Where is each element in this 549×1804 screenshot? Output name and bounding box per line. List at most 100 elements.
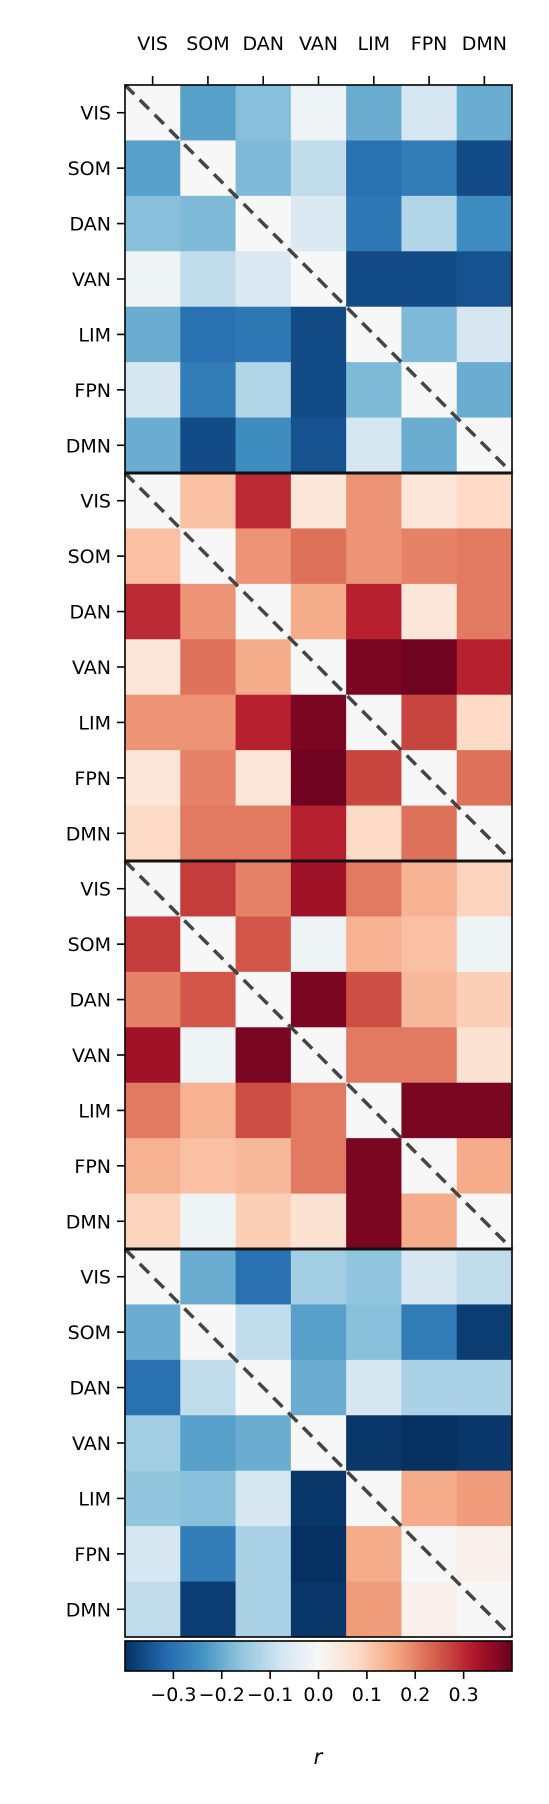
heatmap-cell bbox=[456, 1470, 513, 1527]
heatmap-cell bbox=[235, 861, 292, 917]
heatmap-cell bbox=[346, 1138, 402, 1195]
y-tick-label-fpn: FPN bbox=[74, 768, 111, 790]
heatmap-cell bbox=[401, 306, 458, 363]
y-tick-label-fpn: FPN bbox=[74, 380, 111, 402]
top-axis: VIS SOM DAN VAN LIM FPN DMN bbox=[137, 33, 507, 85]
heatmap-cell bbox=[290, 1526, 347, 1583]
heatmap-cell bbox=[346, 1027, 402, 1084]
y-tick-label-som: SOM bbox=[68, 934, 111, 956]
heatmap-cell bbox=[346, 195, 402, 252]
heatmap-cell bbox=[125, 1138, 181, 1195]
heatmap-cell bbox=[235, 750, 292, 807]
heatmap-cell bbox=[401, 971, 458, 1028]
heatmap-cell bbox=[180, 1359, 237, 1416]
heatmap-cell bbox=[401, 1359, 458, 1416]
heatmap-cell bbox=[125, 1304, 181, 1361]
heatmap-cell bbox=[401, 85, 458, 141]
heatmap-cell bbox=[346, 362, 402, 419]
heatmap-cell bbox=[290, 195, 347, 252]
heatmap-cell bbox=[180, 251, 237, 308]
y-tick-label-vis: VIS bbox=[80, 879, 111, 901]
heatmap-cell bbox=[456, 639, 513, 696]
heatmap-cell bbox=[346, 473, 402, 529]
heatmap-cell bbox=[346, 1193, 402, 1250]
heatmap-cell bbox=[125, 805, 181, 862]
heatmap-cell bbox=[125, 1082, 181, 1139]
colorbar: −0.3 −0.2 −0.1 0.0 0.1 0.2 0.3 bbox=[124, 1640, 513, 1706]
heatmap-cell bbox=[346, 1304, 402, 1361]
heatmap-cell bbox=[401, 417, 458, 474]
heatmap-cell bbox=[235, 1082, 292, 1139]
heatmap-cell bbox=[456, 971, 513, 1028]
heatmap-cell bbox=[125, 971, 181, 1028]
y-tick-label-vis: VIS bbox=[80, 103, 111, 125]
y-tick-label-lim: LIM bbox=[78, 1488, 111, 1510]
colorbar-tick-label: −0.3 bbox=[150, 1684, 196, 1706]
x-tick-label-som: SOM bbox=[186, 33, 229, 55]
heatmap-cell bbox=[290, 1359, 347, 1416]
heatmap-cell bbox=[456, 306, 513, 363]
heatmap-cell bbox=[401, 694, 458, 751]
heatmap-cell bbox=[180, 1138, 237, 1195]
heatmap-cell bbox=[125, 251, 181, 308]
x-tick-label-vis: VIS bbox=[137, 33, 168, 55]
heatmap-cell bbox=[235, 916, 292, 973]
heatmap-cell bbox=[180, 861, 237, 917]
heatmap-cell bbox=[346, 1359, 402, 1416]
heatmap-cell bbox=[290, 85, 347, 141]
heatmap-cell bbox=[290, 1249, 347, 1305]
diagonal-dashed-line bbox=[123, 83, 514, 475]
heatmap-cell bbox=[125, 306, 181, 363]
heatmap-cell bbox=[125, 528, 181, 585]
heatmap-cell bbox=[235, 1526, 292, 1583]
heatmap-cell bbox=[125, 140, 181, 197]
colorbar-tick-label: 0.3 bbox=[449, 1684, 479, 1706]
heatmap-cell bbox=[456, 473, 513, 529]
colorbar-tick-label: 0.0 bbox=[303, 1684, 333, 1706]
heatmap-cell bbox=[346, 639, 402, 696]
heatmap-cell bbox=[290, 805, 347, 862]
heatmap-cell bbox=[346, 1526, 402, 1583]
heatmap-cell bbox=[290, 1581, 347, 1638]
x-tick-label-dan: DAN bbox=[242, 33, 284, 55]
heatmap-cell bbox=[180, 1027, 237, 1084]
heatmap-cell bbox=[401, 528, 458, 585]
heatmap-cell bbox=[180, 1249, 237, 1305]
heatmap-cell bbox=[125, 1581, 181, 1638]
heatmap-cell bbox=[346, 1415, 402, 1472]
heatmap-cell bbox=[290, 694, 347, 751]
y-tick-label-dmn: DMN bbox=[66, 1211, 111, 1233]
heatmap-cell bbox=[456, 85, 513, 141]
heatmap-cell bbox=[401, 861, 458, 917]
heatmap-cell bbox=[290, 417, 347, 474]
heatmap-cell bbox=[235, 805, 292, 862]
heatmap-cell bbox=[180, 583, 237, 640]
heatmap-cell bbox=[235, 1304, 292, 1361]
heatmap-cell bbox=[401, 1027, 458, 1084]
panel-3: VIS SOM DAN VAN LIM FPN DMN bbox=[66, 859, 514, 1251]
y-tick-label-dan: DAN bbox=[69, 1378, 111, 1400]
heatmap-cell bbox=[180, 1082, 237, 1139]
heatmap-cell bbox=[180, 1526, 237, 1583]
heatmap-cell bbox=[401, 1470, 458, 1527]
heatmap-cell bbox=[180, 85, 237, 141]
heatmap-cell bbox=[401, 1193, 458, 1250]
heatmap-cell bbox=[401, 1249, 458, 1305]
heatmap-cell bbox=[125, 1526, 181, 1583]
heatmap-cell bbox=[180, 694, 237, 751]
heatmap-cell bbox=[346, 971, 402, 1028]
heatmap-cell bbox=[125, 750, 181, 807]
heatmap-cell bbox=[235, 1138, 292, 1195]
heatmap-cell bbox=[235, 417, 292, 474]
panel-4: VIS SOM DAN VAN LIM FPN DMN bbox=[66, 1247, 514, 1639]
heatmap-cell bbox=[235, 1249, 292, 1305]
heatmap-cell bbox=[346, 750, 402, 807]
y-tick-label-som: SOM bbox=[68, 158, 111, 180]
heatmap-cell bbox=[456, 1138, 513, 1195]
heatmap-cell bbox=[290, 1470, 347, 1527]
y-tick-label-lim: LIM bbox=[78, 324, 111, 346]
heatmap-cell bbox=[290, 473, 347, 529]
y-tick-label-som: SOM bbox=[68, 1322, 111, 1344]
heatmap-cell bbox=[346, 417, 402, 474]
heatmap-cell bbox=[235, 85, 292, 141]
